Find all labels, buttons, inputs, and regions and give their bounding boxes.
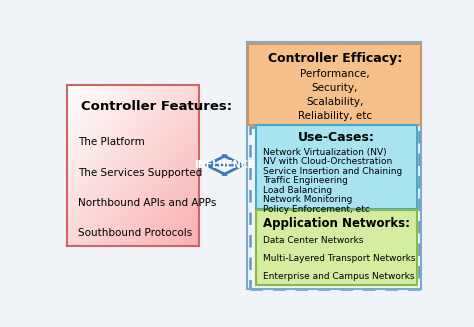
Text: Scalability,: Scalability, [306, 97, 364, 107]
FancyBboxPatch shape [256, 211, 418, 285]
Text: Southbound Protocols: Southbound Protocols [78, 228, 192, 238]
Text: The Services Supported: The Services Supported [78, 168, 202, 178]
Text: Load Balancing: Load Balancing [263, 186, 332, 195]
Text: Controller Features:: Controller Features: [82, 100, 232, 113]
Text: Use-Cases:: Use-Cases: [298, 131, 375, 144]
FancyBboxPatch shape [248, 44, 421, 125]
Text: Traffic Engineering: Traffic Engineering [263, 176, 348, 185]
Text: Network Virtualization (NV): Network Virtualization (NV) [263, 147, 387, 157]
Text: Enterprise and Campus Networks: Enterprise and Campus Networks [263, 272, 415, 281]
Text: Reliability, etc: Reliability, etc [298, 111, 372, 121]
Text: Network Monitoring: Network Monitoring [263, 195, 353, 204]
Text: Northbound APIs and APPs: Northbound APIs and APPs [78, 198, 216, 208]
Text: Data Center Networks: Data Center Networks [263, 236, 364, 245]
Text: Multi-Layered Transport Networks: Multi-Layered Transport Networks [263, 254, 416, 263]
Text: INFLUENCE: INFLUENCE [194, 160, 255, 170]
Text: Service Insertion and Chaining: Service Insertion and Chaining [263, 167, 402, 176]
Text: Policy Enforcement, etc: Policy Enforcement, etc [263, 205, 370, 214]
Text: Performance,: Performance, [300, 69, 370, 79]
Text: Controller Efficacy:: Controller Efficacy: [268, 52, 402, 65]
Text: Application Networks:: Application Networks: [263, 217, 410, 230]
Text: The Platform: The Platform [78, 137, 145, 147]
Text: NV with Cloud-Orchestration: NV with Cloud-Orchestration [263, 157, 392, 166]
Text: Security,: Security, [311, 83, 358, 93]
FancyBboxPatch shape [256, 125, 418, 209]
